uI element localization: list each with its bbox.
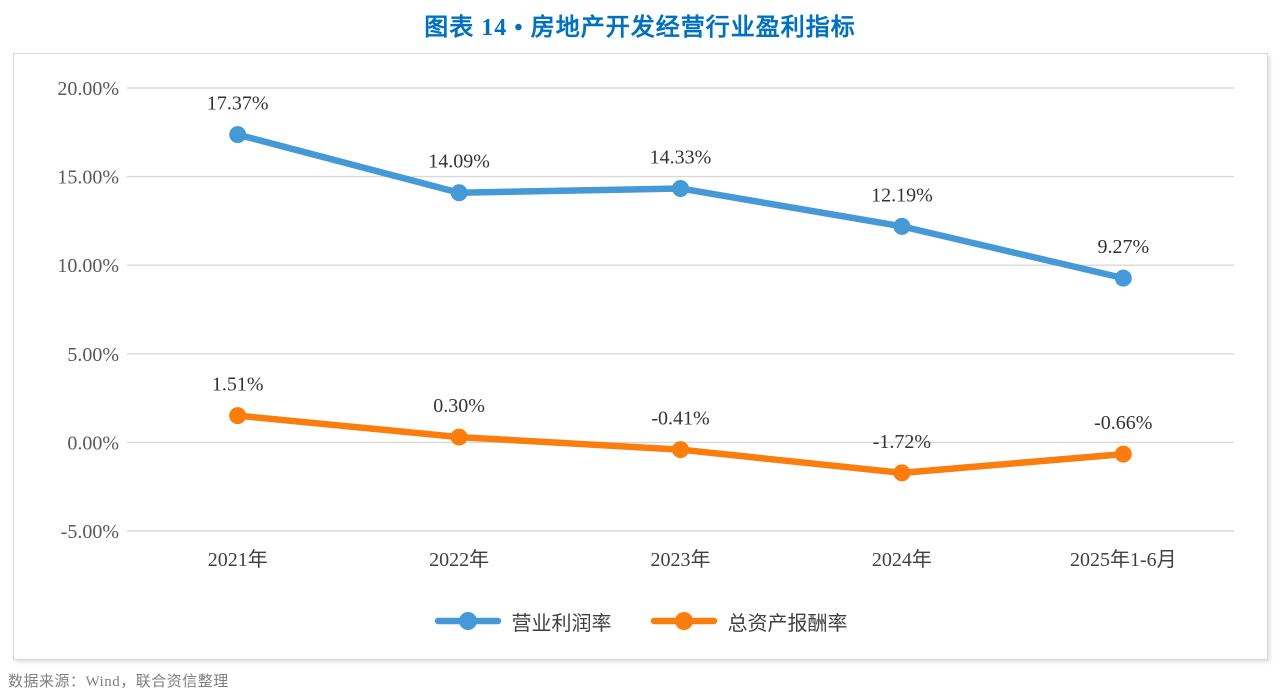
data-point-label: -1.72% — [873, 431, 931, 453]
legend-line-marker-icon — [650, 612, 717, 630]
data-point-marker[interactable] — [450, 428, 468, 446]
data-point-label: 14.33% — [650, 146, 712, 168]
legend-label: 总资产报酬率 — [727, 612, 848, 635]
y-tick-label: 5.00% — [67, 344, 119, 366]
data-point-marker[interactable] — [1114, 269, 1132, 287]
legend-item[interactable]: 总资产报酬率 — [650, 607, 848, 636]
data-point-label: 12.19% — [871, 184, 933, 206]
x-axis-label: 2024年 — [872, 548, 932, 571]
data-point-label: -0.41% — [651, 408, 709, 430]
x-axis-label: 2022年 — [429, 548, 489, 571]
data-point-marker[interactable] — [229, 407, 247, 425]
data-point-label: 17.37% — [207, 93, 269, 115]
y-tick-label: 10.00% — [57, 255, 119, 277]
data-point-marker[interactable] — [893, 217, 911, 235]
chart-title: 图表 14 • 房地产开发经营行业盈利指标 — [424, 15, 856, 41]
data-point-label: -0.66% — [1094, 412, 1152, 434]
legend-label: 营业利润率 — [511, 612, 612, 635]
y-tick-label: 0.00% — [67, 432, 119, 454]
y-tick-label: -5.00% — [61, 521, 119, 543]
y-tick-label: 15.00% — [57, 167, 119, 189]
data-point-label: 1.51% — [212, 374, 264, 396]
data-point-marker[interactable] — [450, 184, 468, 202]
data-point-marker[interactable] — [672, 179, 689, 197]
data-point-label: 9.27% — [1097, 236, 1149, 258]
source-note: 数据来源：Wind，联合资信整理 — [8, 674, 229, 690]
x-axis-label: 2025年1-6月 — [1070, 548, 1177, 571]
data-point-marker[interactable] — [672, 441, 689, 459]
legend-line-marker-icon — [434, 612, 501, 630]
x-axis-label: 2021年 — [208, 548, 268, 571]
line-chart-plot: 20.00% 15.00% 10.00% 5.00% 0.00% -5.00% 2021年 2… — [57, 78, 1234, 571]
data-point-label: 0.30% — [433, 395, 485, 417]
data-point-label: 14.09% — [428, 151, 490, 173]
chart-frame: 20.00% 15.00% 10.00% 5.00% 0.00% -5.00% 2021年 2… — [13, 53, 1268, 660]
chart-legend: 营业利润率 总资产报酬率 — [14, 605, 1267, 637]
data-point-marker[interactable] — [229, 126, 247, 144]
x-axis-label: 2023年 — [651, 548, 711, 571]
data-point-marker[interactable] — [893, 464, 911, 482]
legend-item[interactable]: 营业利润率 — [434, 607, 612, 636]
data-point-marker[interactable] — [1114, 445, 1132, 463]
y-tick-label: 20.00% — [57, 78, 119, 100]
